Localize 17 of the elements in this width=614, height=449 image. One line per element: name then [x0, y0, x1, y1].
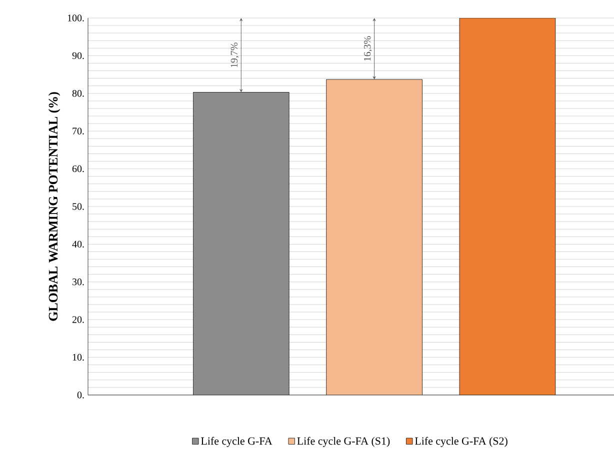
y-tick-label: 30. [72, 278, 84, 286]
y-tick-label: 40. [72, 240, 84, 248]
y-tick-label: 10. [72, 354, 84, 361]
y-tick-label: 60. [72, 165, 84, 172]
y-tick-label: 80. [72, 90, 84, 97]
y-tick-label: 50. [72, 203, 84, 210]
legend-label: Life cycle G-FA [201, 436, 272, 447]
y-tick-label: 20. [72, 316, 84, 323]
y-tick-label: 90. [72, 52, 84, 60]
annotation: 19,7% [230, 42, 239, 68]
y-tick-label: 0. [77, 392, 84, 398]
legend-label: Life cycle G-FA (S1) [297, 436, 390, 447]
y-axis-title: GLOBAL WARMING POTENTIAL (%) [48, 92, 60, 321]
y-tick-label: 70. [72, 128, 84, 134]
y-tick-label: 100. [68, 14, 84, 22]
annotation: 16,3% [364, 36, 372, 61]
legend-label: Life cycle G-FA (S2) [415, 436, 508, 447]
